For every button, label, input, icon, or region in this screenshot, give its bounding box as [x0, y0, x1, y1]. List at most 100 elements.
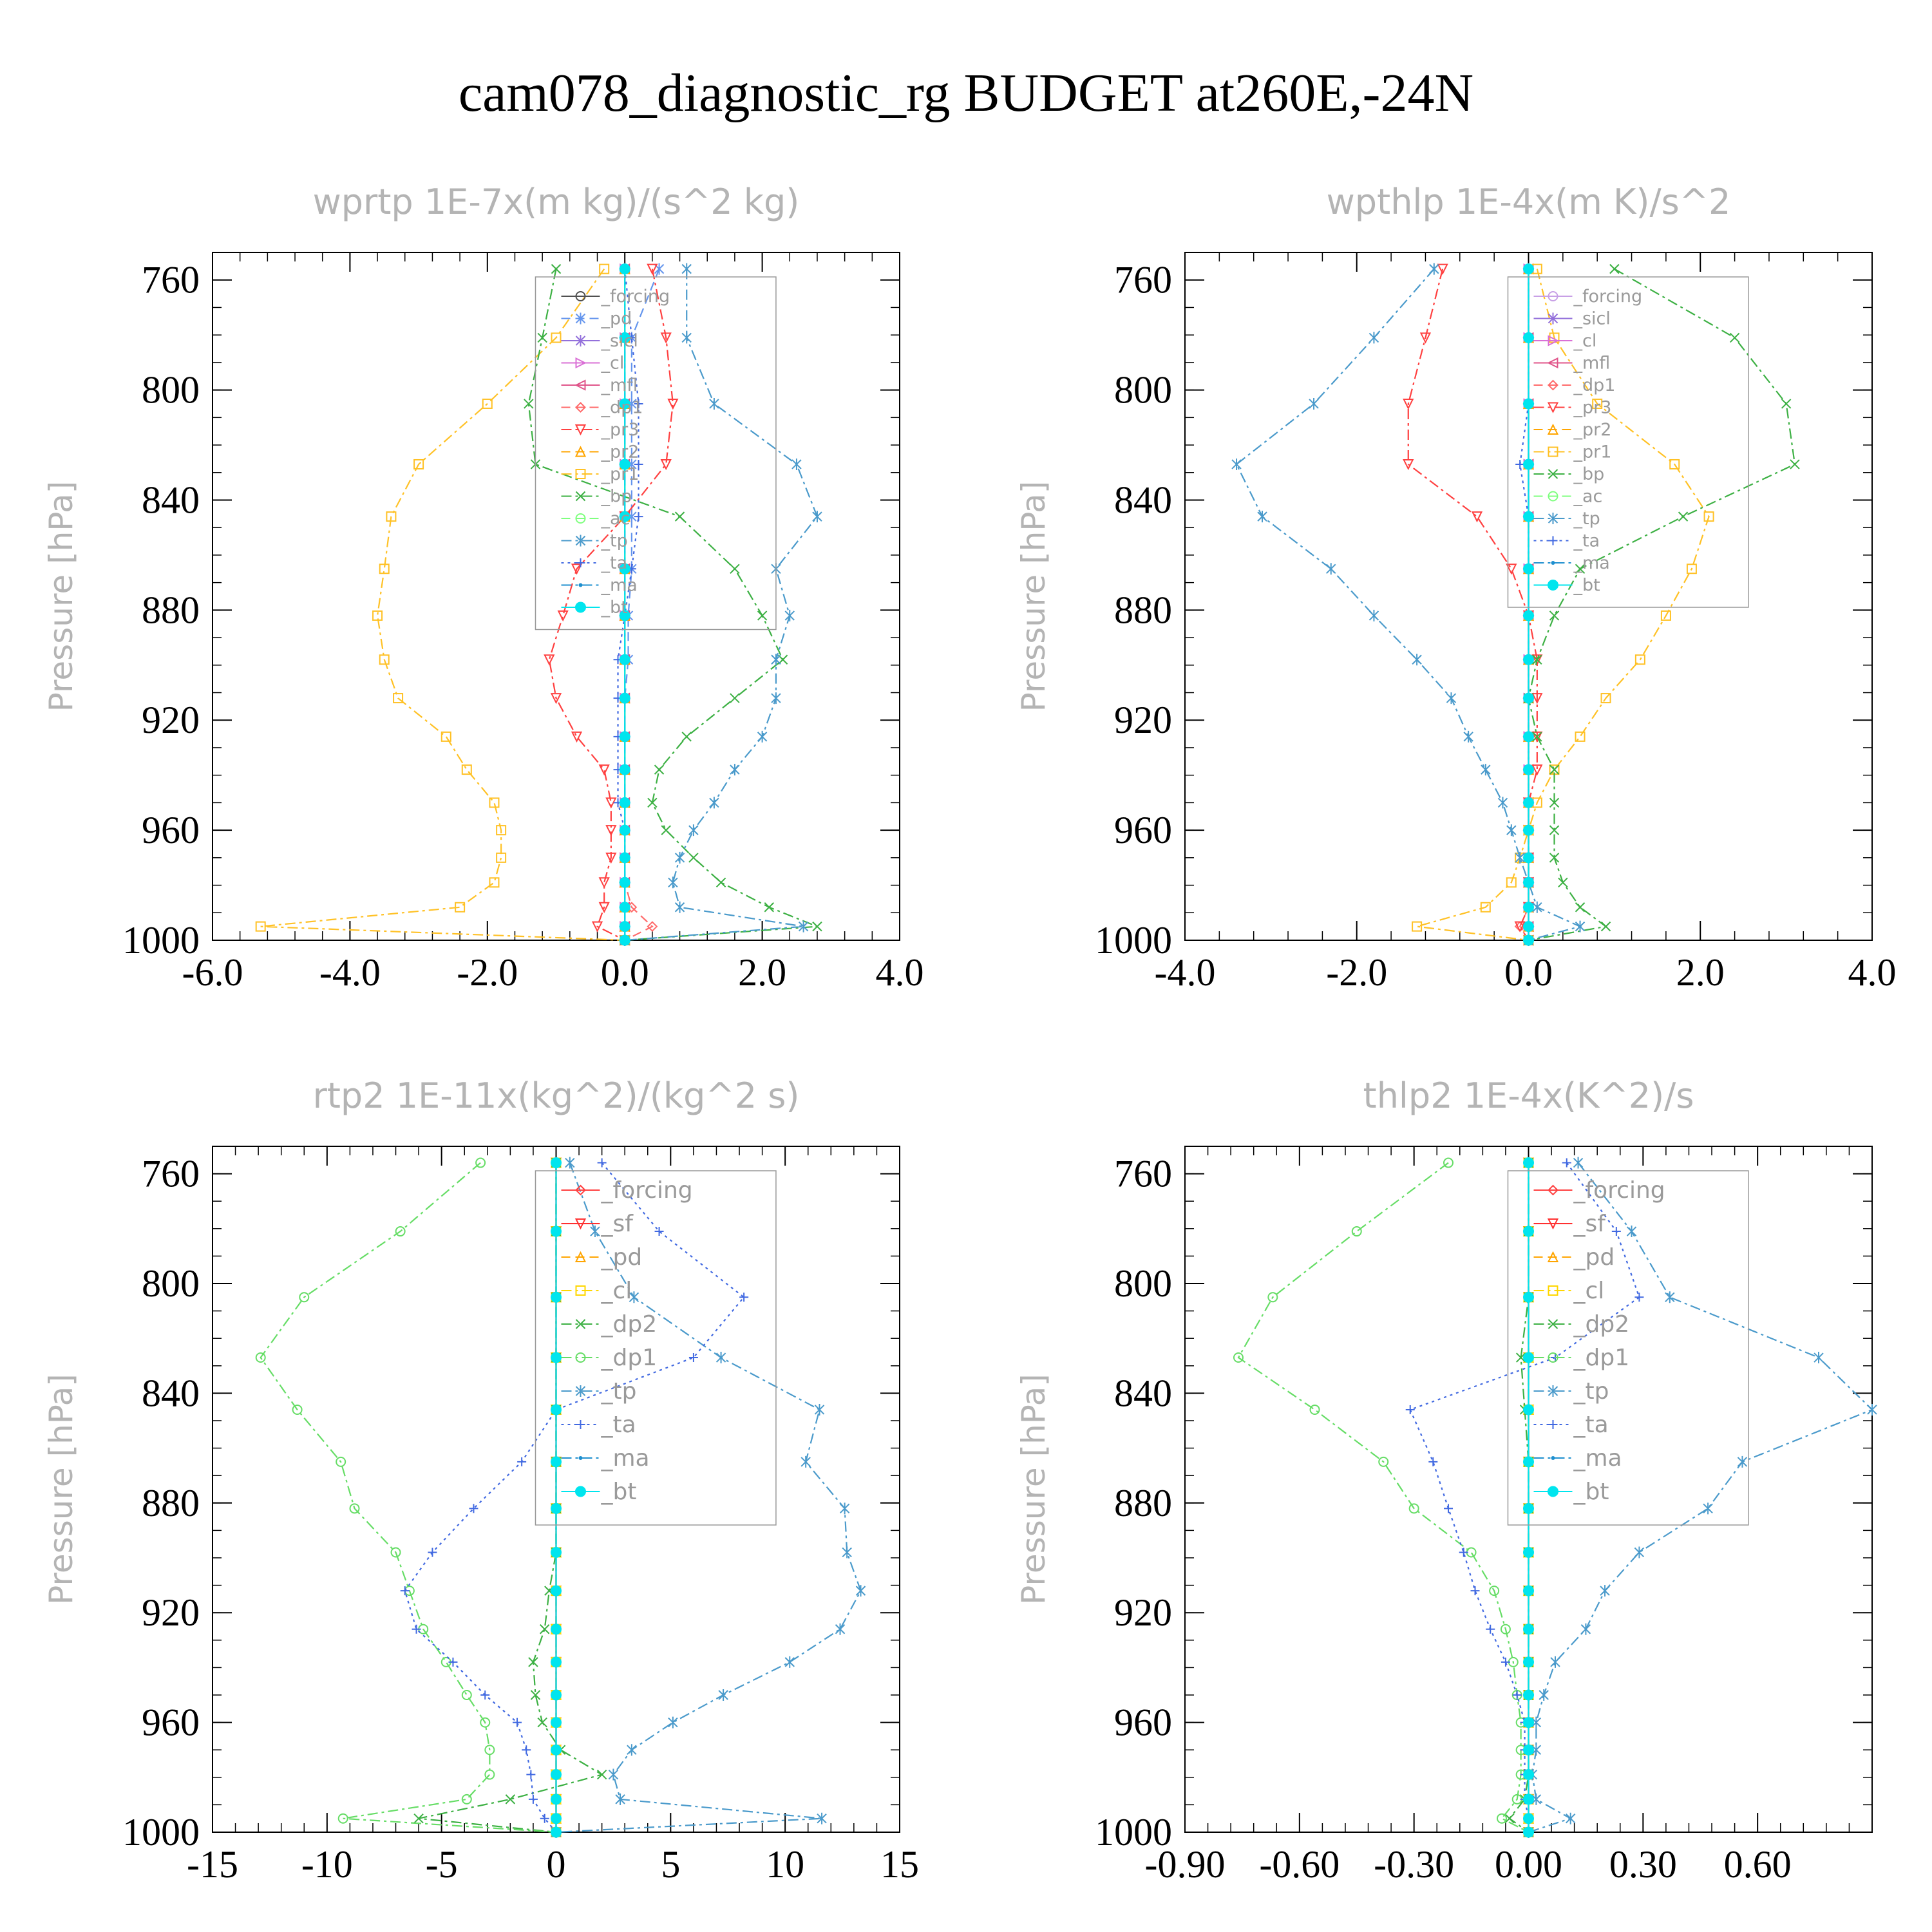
y-tick-label: 880 [142, 1482, 200, 1524]
legend-marker_ma [1551, 1456, 1555, 1460]
y-tick-label: 920 [1114, 699, 1172, 741]
series-point_bt [1523, 1624, 1534, 1635]
x-tick-label: 0.0 [1504, 951, 1553, 994]
series-line_pr3 [1407, 269, 1538, 941]
series-point_bt [619, 563, 630, 574]
series-point_pr3 [1531, 731, 1543, 743]
series-line_bp [1528, 268, 1796, 942]
series-point_ta [1515, 459, 1525, 469]
y-tick-label: 800 [142, 1262, 200, 1305]
legend-label_sf: _sf [600, 1211, 634, 1237]
x-tick-label: -15 [187, 1843, 238, 1886]
legend-label_dp1: _dp1 [1573, 375, 1615, 395]
series-point_tp [1531, 1716, 1542, 1728]
legend-marker_bt [574, 1486, 586, 1497]
series-point_pr1 [386, 511, 397, 522]
series-point_dp2 [1515, 1352, 1526, 1363]
legend-box [1507, 1170, 1749, 1526]
series-point_ta [469, 1504, 478, 1513]
panel-title: wprtp 1E-7x(m kg)/(s^2 kg) [313, 182, 800, 222]
y-tick-label: 880 [1114, 1482, 1172, 1524]
series-point_tp [1326, 563, 1336, 575]
series-point_pr3 [1437, 263, 1448, 275]
series-point_bt [1523, 1794, 1534, 1805]
legend-label_pr3: _pr3 [600, 420, 639, 440]
legend-marker_dp2 [1548, 1319, 1558, 1329]
series-point_pr3 [571, 564, 583, 575]
series-point_ta [1486, 1624, 1495, 1634]
legend-label_pr3: _pr3 [1573, 398, 1611, 418]
x-tick-label: 2.0 [738, 951, 786, 994]
y-tick-label: 800 [142, 369, 200, 412]
y-tick-label: 920 [142, 1591, 200, 1634]
x-tick-label: 0 [547, 1843, 566, 1886]
legend-marker_pr2 [574, 446, 587, 457]
legend-marker_dp1 [1548, 1352, 1558, 1363]
legend-label_sicl: _sicl [1573, 309, 1610, 329]
series-point_bt [1523, 1404, 1534, 1416]
legend-marker_dp1 [575, 402, 586, 413]
series-point_pr3 [1506, 564, 1517, 575]
legend-marker_cl [1548, 1285, 1558, 1296]
series-point_tp [709, 397, 719, 410]
legend-marker_forcing [1548, 291, 1558, 301]
series-point_tp [674, 851, 685, 864]
series-point_pr3 [598, 764, 610, 776]
series-point_bp [1532, 654, 1542, 665]
series-point_bt [551, 1624, 562, 1635]
x-tick-label: 0.00 [1495, 1843, 1562, 1886]
series-point_bt [1523, 921, 1534, 933]
series-point_dp1 [480, 1717, 491, 1728]
series-point_bt [551, 1456, 562, 1468]
series-point_dp1 [1443, 1157, 1454, 1168]
series-point_bt [551, 1689, 562, 1701]
series-point_pr3 [1514, 921, 1526, 933]
plot-frame [212, 252, 900, 941]
legend-label_tp: _tp [600, 1378, 636, 1405]
series-point_tp [1368, 332, 1379, 344]
series-point_bt [551, 1656, 562, 1668]
series-point_tp [627, 1744, 637, 1756]
legend-box [535, 1170, 777, 1526]
series-point_pr1 [1686, 564, 1697, 574]
series-point_bt [551, 1585, 562, 1596]
series-point_pr1 [1506, 877, 1517, 888]
series-point_dp1 [461, 1794, 472, 1804]
series-point_tp [1429, 263, 1439, 275]
series-point_bt [1523, 1585, 1534, 1596]
series-point_ta [428, 1548, 437, 1557]
legend-box [535, 276, 777, 630]
y-tick-label: 840 [142, 1372, 200, 1414]
series-point_tp [791, 458, 802, 470]
legend-label_pr1: _pr1 [600, 464, 639, 484]
chart-panel-4: thlp2 1E-4x(K^2)/s Pressure [hPa] 760 800 84… [1015, 1075, 1877, 1886]
series-point_tp [674, 901, 685, 913]
series-point_tp [1532, 901, 1542, 913]
x-tick-label: -10 [301, 1843, 353, 1886]
series-point_dp1 [292, 1404, 303, 1415]
legend-label_mfl: _mfl [600, 375, 638, 395]
series-point_bt [1523, 511, 1534, 522]
series-point_tp [1309, 397, 1319, 410]
series-point_bt [619, 764, 630, 775]
series-point_bt [551, 1502, 562, 1514]
legend-marker_bp [575, 491, 586, 502]
series-point_tp [839, 1502, 850, 1515]
legend-label_dp1: _dp1 [600, 398, 643, 418]
series-point_pr1 [599, 263, 610, 274]
series-point_pr3 [647, 263, 658, 275]
panel-title: thlp2 1E-4x(K^2)/s [1363, 1075, 1694, 1116]
legend-label_ma: _ma [600, 1445, 649, 1472]
y-axis-label: Pressure [hPa] [1015, 1374, 1052, 1605]
series-point_ta [1405, 1405, 1415, 1414]
legend-marker_pr3 [574, 424, 587, 436]
series-point_pr3 [1471, 511, 1483, 523]
series-point_tp [771, 654, 781, 666]
series-point_bt [619, 824, 630, 836]
series-point_pr3 [667, 398, 679, 410]
series-point_ta [634, 459, 643, 469]
legend-marker_bp [1548, 469, 1558, 479]
series-point_bp [730, 693, 740, 703]
legend-label_dp2: _dp2 [1573, 1311, 1629, 1338]
series-point_ta [526, 1770, 536, 1779]
